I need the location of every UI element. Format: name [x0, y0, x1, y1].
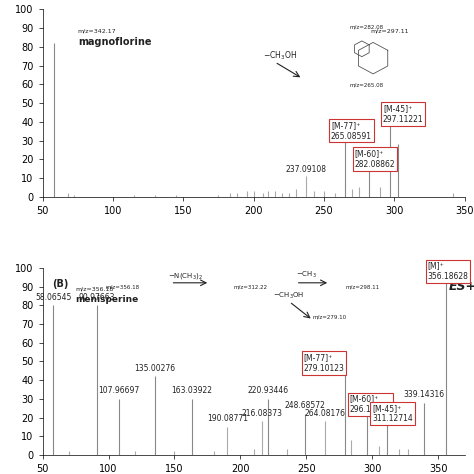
Text: [M]⁺
356.18628: [M]⁺ 356.18628	[428, 262, 468, 281]
Text: $-$CH$_3$: $-$CH$_3$	[296, 270, 317, 281]
Text: m/z=342.17: m/z=342.17	[78, 29, 117, 34]
Text: $-$N(CH$_3$)$_2$: $-$N(CH$_3$)$_2$	[168, 271, 203, 281]
Text: 58.06545: 58.06545	[35, 292, 72, 301]
Text: m/z=282.08: m/z=282.08	[349, 24, 383, 29]
Text: 237.09108: 237.09108	[285, 165, 326, 174]
Text: ES+: ES+	[449, 280, 474, 293]
Text: 135.00276: 135.00276	[134, 364, 175, 373]
Text: 163.03922: 163.03922	[171, 386, 212, 395]
Text: [M-45]⁺
297.11221: [M-45]⁺ 297.11221	[383, 104, 424, 124]
Text: 264.08176: 264.08176	[304, 409, 346, 418]
Text: m/z=312.22: m/z=312.22	[234, 284, 268, 290]
Text: m/z=356.18: m/z=356.18	[76, 286, 114, 292]
Text: 216.08373: 216.08373	[241, 409, 282, 418]
Text: m/z=356.18: m/z=356.18	[106, 284, 140, 290]
Text: [M-45]⁺
311.12714: [M-45]⁺ 311.12714	[372, 404, 413, 423]
Text: 107.96697: 107.96697	[99, 386, 140, 395]
Text: [M-60]⁺
282.08862: [M-60]⁺ 282.08862	[355, 149, 395, 169]
Text: 220.93446: 220.93446	[247, 386, 289, 395]
Text: 90.97663: 90.97663	[78, 292, 115, 301]
Text: m/z=279.10: m/z=279.10	[313, 314, 347, 319]
Text: (B): (B)	[52, 279, 68, 289]
Text: menisperine: menisperine	[76, 294, 139, 303]
Text: m/z=265.08: m/z=265.08	[349, 82, 383, 87]
Text: 248.68572: 248.68572	[284, 401, 325, 410]
Text: 339.14316: 339.14316	[403, 390, 445, 399]
Text: $-$CH$_3$OH: $-$CH$_3$OH	[273, 291, 305, 301]
Text: [M-77]⁺
265.08591: [M-77]⁺ 265.08591	[331, 121, 372, 140]
Text: 190.08771: 190.08771	[207, 414, 248, 423]
Text: [M-60]⁺
296.10815: [M-60]⁺ 296.10815	[350, 394, 391, 414]
Text: $-$CH$_3$OH: $-$CH$_3$OH	[264, 49, 298, 62]
Text: magnoflorine: magnoflorine	[78, 37, 151, 47]
Text: m/z=297.11: m/z=297.11	[371, 29, 409, 34]
Text: [M-77]⁺
279.10123: [M-77]⁺ 279.10123	[304, 353, 345, 373]
Text: m/z=298.11: m/z=298.11	[346, 284, 380, 290]
